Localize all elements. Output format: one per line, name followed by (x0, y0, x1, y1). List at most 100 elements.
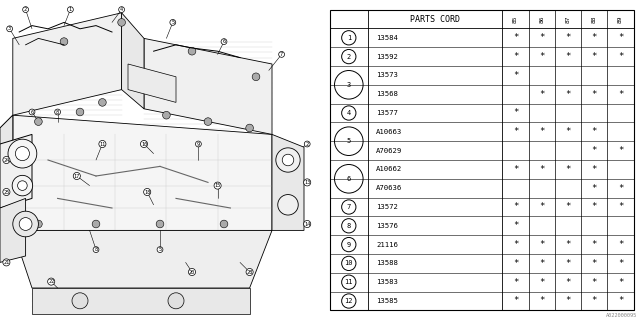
Polygon shape (128, 64, 176, 102)
Text: *: * (618, 52, 623, 61)
Text: 4: 4 (347, 110, 351, 116)
Text: *: * (591, 278, 597, 287)
Text: *: * (513, 33, 518, 42)
Text: *: * (565, 240, 571, 249)
Polygon shape (0, 198, 26, 262)
Text: *: * (618, 297, 623, 306)
Text: 10: 10 (141, 141, 147, 147)
Text: 15: 15 (214, 183, 221, 188)
Text: *: * (618, 146, 623, 155)
Circle shape (18, 181, 28, 190)
Text: 5: 5 (159, 247, 161, 252)
Text: 13568: 13568 (376, 91, 398, 97)
Text: 4: 4 (120, 7, 123, 12)
Text: *: * (513, 165, 518, 174)
Text: 86: 86 (540, 15, 544, 23)
Text: 7: 7 (280, 52, 283, 57)
Text: 24: 24 (3, 157, 10, 163)
Text: *: * (565, 127, 571, 136)
Text: 9: 9 (347, 242, 351, 248)
Text: *: * (539, 278, 545, 287)
Text: *: * (591, 203, 597, 212)
Text: 7: 7 (347, 204, 351, 210)
Text: 9: 9 (197, 141, 200, 147)
Text: *: * (513, 240, 518, 249)
Text: *: * (565, 90, 571, 99)
Text: 6: 6 (31, 109, 33, 115)
Circle shape (252, 73, 260, 81)
Text: 28: 28 (246, 269, 253, 275)
Text: 8: 8 (56, 109, 59, 115)
Text: *: * (513, 297, 518, 306)
Text: 12: 12 (344, 298, 353, 304)
Text: *: * (591, 90, 597, 99)
Text: *: * (513, 108, 518, 117)
Text: 13: 13 (304, 180, 310, 185)
Text: *: * (539, 52, 545, 61)
Text: 13576: 13576 (376, 223, 398, 229)
Text: A10663: A10663 (376, 129, 403, 135)
Text: *: * (513, 278, 518, 287)
Polygon shape (13, 230, 272, 288)
Circle shape (8, 139, 36, 168)
Text: *: * (591, 184, 597, 193)
Text: *: * (591, 297, 597, 306)
Text: *: * (539, 165, 545, 174)
Circle shape (99, 99, 106, 106)
Text: *: * (513, 52, 518, 61)
Text: *: * (513, 127, 518, 136)
Text: 11: 11 (344, 279, 353, 285)
Polygon shape (13, 13, 122, 115)
Text: 13585: 13585 (376, 298, 398, 304)
Text: 13584: 13584 (376, 35, 398, 41)
Text: 88: 88 (592, 15, 596, 23)
Circle shape (35, 220, 42, 228)
Text: 5: 5 (347, 138, 351, 144)
Circle shape (156, 220, 164, 228)
Text: *: * (539, 240, 545, 249)
Text: 2: 2 (347, 53, 351, 60)
Text: *: * (591, 259, 597, 268)
Text: *: * (591, 240, 597, 249)
Circle shape (19, 218, 32, 230)
Polygon shape (272, 134, 304, 230)
Text: *: * (539, 259, 545, 268)
Text: *: * (565, 278, 571, 287)
Text: PARTS CORD: PARTS CORD (410, 14, 460, 23)
Text: A10662: A10662 (376, 166, 403, 172)
Circle shape (220, 220, 228, 228)
Text: *: * (618, 259, 623, 268)
Text: A022000095: A022000095 (605, 313, 637, 318)
Text: *: * (539, 297, 545, 306)
Text: 13577: 13577 (376, 110, 398, 116)
Text: 85: 85 (513, 15, 518, 23)
Text: 87: 87 (566, 15, 570, 23)
Circle shape (118, 19, 125, 26)
Polygon shape (0, 115, 13, 205)
Circle shape (13, 211, 38, 237)
Text: 18: 18 (144, 189, 150, 195)
Text: A70636: A70636 (376, 185, 403, 191)
Text: 6: 6 (223, 39, 225, 44)
Text: *: * (618, 203, 623, 212)
Text: *: * (591, 33, 597, 42)
Text: *: * (618, 184, 623, 193)
Text: *: * (591, 146, 597, 155)
Text: 3: 3 (8, 26, 11, 31)
Text: 1: 1 (347, 35, 351, 41)
Polygon shape (0, 134, 32, 208)
Text: *: * (591, 165, 597, 174)
Circle shape (35, 118, 42, 125)
Text: 11: 11 (99, 141, 106, 147)
Text: 20: 20 (189, 269, 195, 275)
Circle shape (72, 293, 88, 309)
Text: *: * (565, 203, 571, 212)
Text: 13588: 13588 (376, 260, 398, 266)
Circle shape (276, 148, 300, 172)
Text: *: * (513, 203, 518, 212)
Text: *: * (539, 33, 545, 42)
Circle shape (76, 108, 84, 116)
Text: *: * (565, 259, 571, 268)
Text: *: * (591, 52, 597, 61)
Text: 17: 17 (74, 173, 80, 179)
